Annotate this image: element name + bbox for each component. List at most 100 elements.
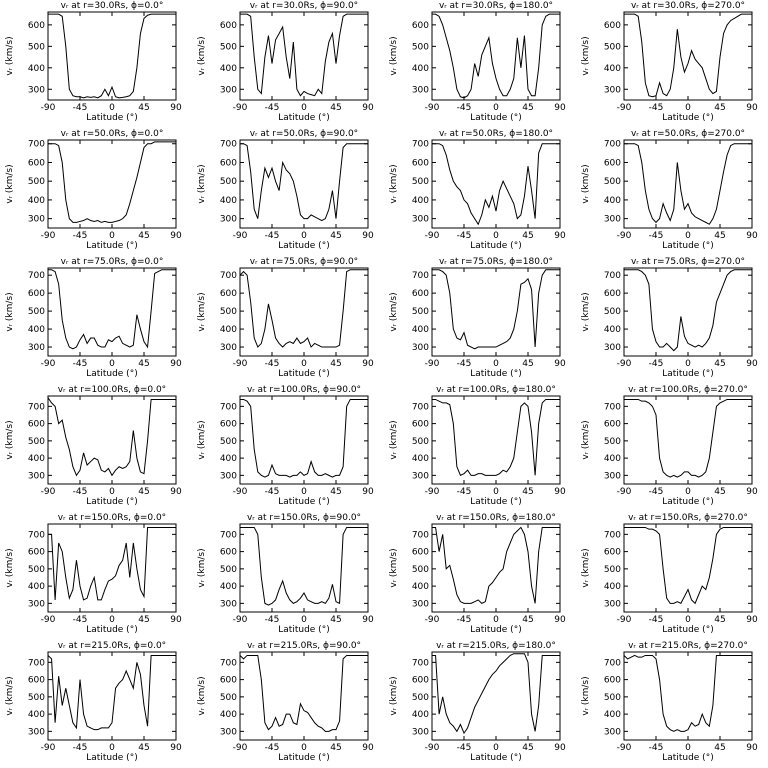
x-tick-label: 45 <box>138 615 149 625</box>
y-tick-label: 600 <box>412 420 429 430</box>
data-line <box>48 141 176 223</box>
y-tick-label: 300 <box>28 215 45 225</box>
x-tick-label: 0 <box>109 103 115 113</box>
y-tick-label: 300 <box>604 343 621 353</box>
panel-title: vᵣ at r=100.0Rs, ϕ=0.0° <box>58 385 166 395</box>
x-tick-label: 90 <box>170 487 182 497</box>
x-tick-label: 45 <box>138 487 149 497</box>
x-axis-label: Latitude (°) <box>662 241 713 251</box>
data-line <box>624 526 752 605</box>
plot-frame <box>239 11 369 101</box>
y-axis-label: vᵣ (km/s) <box>197 420 207 459</box>
x-tick-label: 45 <box>330 615 341 625</box>
y-tick-label: 500 <box>412 693 429 703</box>
x-tick-label: 45 <box>138 743 149 753</box>
y-axis-label: vᵣ (km/s) <box>197 676 207 715</box>
y-axis-label: vᵣ (km/s) <box>197 548 207 587</box>
y-tick-label: 500 <box>604 42 621 52</box>
y-tick-label: 600 <box>28 289 45 299</box>
y-tick-label: 500 <box>220 42 237 52</box>
y-tick-label: 700 <box>604 530 621 540</box>
y-tick-label: 700 <box>412 658 429 668</box>
y-tick-label: 700 <box>604 140 621 150</box>
x-tick-label: 45 <box>138 359 149 369</box>
y-tick-label: 300 <box>28 343 45 353</box>
data-line <box>432 13 560 99</box>
panel-title: vᵣ at r=150.0Rs, ϕ=270.0° <box>628 513 748 523</box>
y-tick-label: 600 <box>28 21 45 31</box>
x-tick-label: -45 <box>265 359 280 369</box>
y-tick-label: 600 <box>412 158 429 168</box>
y-tick-label: 600 <box>220 420 237 430</box>
x-tick-label: -45 <box>457 359 472 369</box>
data-line <box>47 397 176 477</box>
x-axis-label: Latitude (°) <box>662 369 713 379</box>
x-tick-label: -90 <box>233 743 248 753</box>
y-tick-label: 600 <box>604 21 621 31</box>
y-tick-label: 400 <box>220 582 237 592</box>
x-tick-label: 0 <box>301 743 307 753</box>
panel-title: vᵣ at r=215.0Rs, ϕ=0.0° <box>58 641 166 651</box>
y-axis-label: vᵣ (km/s) <box>581 420 591 459</box>
y-tick-label: 600 <box>412 676 429 686</box>
x-tick-label: 0 <box>493 615 499 625</box>
x-tick-label: 90 <box>746 359 758 369</box>
x-tick-label: -90 <box>617 743 632 753</box>
y-tick-label: 300 <box>220 599 237 609</box>
plot-frame <box>47 523 177 613</box>
data-line <box>240 143 368 222</box>
x-tick-label: -45 <box>73 231 88 241</box>
y-tick-label: 500 <box>220 307 237 317</box>
y-tick-label: 500 <box>220 693 237 703</box>
x-tick-label: 45 <box>522 359 533 369</box>
y-tick-label: 600 <box>412 289 429 299</box>
x-tick-label: 90 <box>362 615 374 625</box>
x-tick-label: -90 <box>233 103 248 113</box>
y-tick-label: 300 <box>412 343 429 353</box>
y-tick-label: 400 <box>220 196 237 206</box>
y-axis-label: vᵣ (km/s) <box>581 36 591 75</box>
plot-frame <box>47 395 177 485</box>
y-tick-label: 600 <box>220 676 237 686</box>
y-tick-label: 700 <box>28 402 45 412</box>
y-axis-label: vᵣ (km/s) <box>581 548 591 587</box>
x-axis-label: Latitude (°) <box>278 753 329 763</box>
panel: vᵣ at r=75.0Rs, ϕ=270.0° -90 -45 0 45 90 300 40… <box>581 257 758 379</box>
x-axis-label: Latitude (°) <box>86 113 137 123</box>
data-line <box>240 13 368 97</box>
x-tick-label: -45 <box>649 615 664 625</box>
y-tick-label: 500 <box>28 693 45 703</box>
y-tick-label: 300 <box>28 85 45 95</box>
x-tick-label: -90 <box>41 359 56 369</box>
x-tick-label: 0 <box>493 487 499 497</box>
y-tick-label: 600 <box>28 158 45 168</box>
y-tick-label: 700 <box>604 402 621 412</box>
y-tick-label: 500 <box>220 177 237 187</box>
x-tick-label: 45 <box>522 615 533 625</box>
x-tick-label: -45 <box>649 359 664 369</box>
y-tick-label: 500 <box>412 437 429 447</box>
x-tick-label: -90 <box>233 359 248 369</box>
plot-frame <box>239 267 369 357</box>
x-tick-label: -45 <box>457 231 472 241</box>
x-tick-label: -90 <box>233 615 248 625</box>
x-tick-label: 0 <box>109 359 115 369</box>
y-tick-label: 700 <box>220 140 237 150</box>
y-tick-label: 400 <box>412 325 429 335</box>
y-tick-label: 500 <box>412 565 429 575</box>
y-tick-label: 600 <box>604 676 621 686</box>
x-tick-label: -90 <box>617 359 632 369</box>
panel: vᵣ at r=50.0Rs, ϕ=0.0° -90 -45 0 45 90 300 400 5… <box>5 129 182 251</box>
x-axis-label: Latitude (°) <box>278 625 329 635</box>
panel-title: vᵣ at r=30.0Rs, ϕ=90.0° <box>250 1 358 11</box>
y-tick-label: 500 <box>28 42 45 52</box>
data-line <box>432 526 560 604</box>
x-tick-label: -45 <box>265 103 280 113</box>
x-tick-label: 90 <box>554 743 566 753</box>
x-tick-label: 90 <box>362 231 374 241</box>
x-tick-label: 90 <box>362 487 374 497</box>
plot-frame <box>47 139 177 229</box>
panel-title: vᵣ at r=150.0Rs, ϕ=180.0° <box>436 513 556 523</box>
y-tick-label: 400 <box>28 582 45 592</box>
x-tick-label: 0 <box>109 615 115 625</box>
